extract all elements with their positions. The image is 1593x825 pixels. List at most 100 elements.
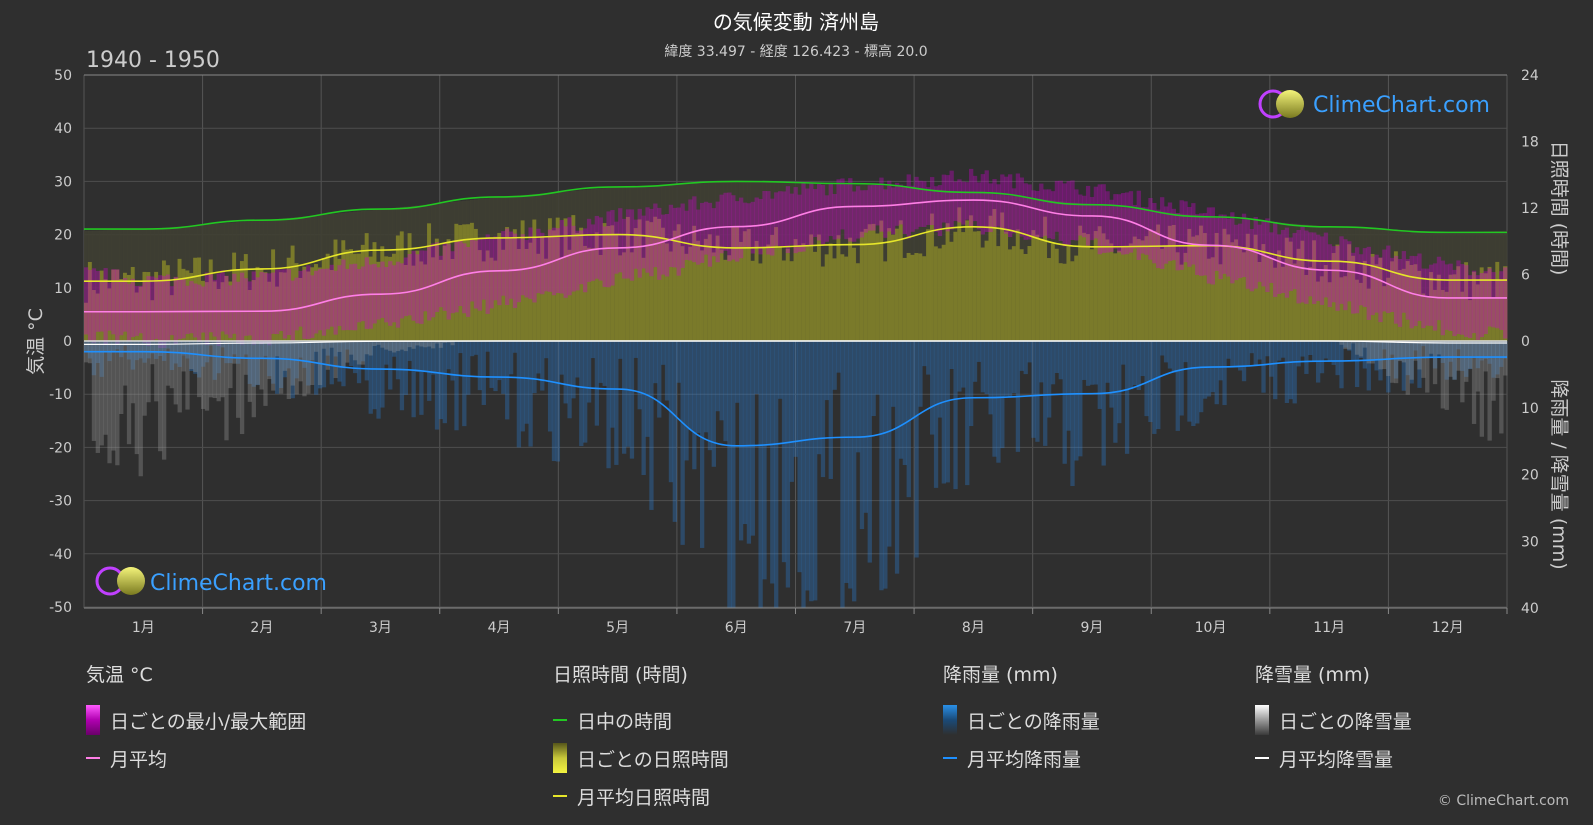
- sunshine-daily-bar: [540, 237, 545, 341]
- sunshine-daily-bar: [844, 256, 849, 341]
- rain-daily-bar: [1050, 341, 1056, 385]
- sunshine-daily-bar: [555, 217, 561, 341]
- temp-range-daily-bar: [481, 237, 486, 300]
- sunshine-daily-bar: [1039, 238, 1044, 341]
- temp-range-daily-bar: [150, 276, 155, 342]
- rain-daily-bar: [715, 341, 720, 412]
- sunshine-daily-bar: [707, 234, 713, 341]
- rain-daily-bar: [594, 341, 600, 426]
- sunshine-daily-bar: [610, 225, 615, 341]
- snow-daily-bar: [310, 341, 315, 385]
- temp-range-daily-bar: [637, 208, 642, 278]
- rain-daily-bar: [758, 341, 763, 608]
- temp-range-daily-bar: [583, 228, 588, 293]
- sunshine-daily-bar: [1284, 237, 1290, 341]
- temp-range-daily-bar: [918, 180, 923, 227]
- sunshine-daily-bar: [1261, 244, 1266, 341]
- logo-sun-icon: [1276, 90, 1304, 118]
- temp-range-daily-bar: [528, 227, 533, 299]
- rain-daily-bar: [122, 341, 128, 346]
- rain-daily-bar: [1202, 341, 1208, 399]
- sunshine-daily-bar: [427, 223, 432, 341]
- sunshine-daily-bar: [664, 243, 670, 341]
- rain-daily-bar: [789, 341, 794, 482]
- temp-range-daily-bar: [173, 276, 178, 344]
- sunshine-daily-bar: [1050, 243, 1056, 341]
- temp-range-daily-bar: [314, 270, 319, 334]
- temp-range-daily-bar: [622, 218, 627, 279]
- sunshine-daily-bar: [438, 259, 444, 341]
- right-top-tick-label: 12: [1521, 201, 1539, 217]
- temp-range-daily-bar: [407, 254, 412, 316]
- rain-daily-bar: [703, 341, 709, 433]
- left-tick-label: 0: [63, 334, 72, 350]
- temp-range-daily-bar: [1015, 173, 1021, 231]
- month-tick-label: 5月: [606, 620, 629, 636]
- sunshine-daily-bar: [1132, 236, 1138, 341]
- temp-range-daily-bar: [1315, 234, 1321, 301]
- legend-temperature: 気温 °C 日ごとの最小/最大範囲 月平均: [86, 660, 306, 777]
- snow-daily-bar: [391, 341, 397, 353]
- temp-range-daily-bar: [926, 187, 931, 225]
- rain-daily-bar: [840, 341, 845, 608]
- rain-daily-bar: [1097, 341, 1102, 409]
- snow-daily-bar: [1366, 341, 1371, 364]
- snow-daily-bar: [1468, 341, 1473, 369]
- rain-daily-bar: [1366, 341, 1371, 391]
- temp-range-daily-bar: [1308, 232, 1313, 297]
- rain-daily-bar: [150, 341, 155, 354]
- sunshine-daily-bar: [434, 238, 440, 341]
- rain-daily-bar: [1276, 341, 1282, 361]
- sunshine-daily-bar: [1370, 253, 1375, 341]
- rain-daily-bar: [988, 341, 993, 415]
- sunshine-daily-bar: [528, 242, 533, 341]
- sunshine-daily-bar: [1503, 266, 1508, 341]
- rain-daily-bar: [976, 341, 982, 362]
- rain-daily-bar: [777, 341, 783, 399]
- snow-daily-bar: [216, 341, 221, 402]
- temp-range-daily-bar: [1214, 217, 1219, 271]
- temp-range-daily-bar: [177, 278, 182, 340]
- sunshine-daily-bar: [1351, 255, 1356, 341]
- temp-range-daily-bar: [298, 271, 303, 327]
- sunshine-daily-bar: [364, 233, 369, 341]
- rain-daily-bar: [360, 341, 366, 362]
- temp-range-daily-bar: [1101, 184, 1106, 253]
- sunshine-daily-bar: [836, 235, 841, 341]
- sunshine-daily-bar: [1113, 253, 1118, 341]
- rain-daily-bar: [1121, 341, 1126, 365]
- temp-range-daily-bar: [130, 278, 136, 338]
- temp-range-daily-bar: [590, 224, 596, 281]
- rain-daily-bar: [364, 341, 369, 381]
- temp-range-daily-bar: [84, 267, 89, 335]
- rain-daily-bar: [1284, 341, 1290, 404]
- rain-daily-bar: [891, 341, 896, 407]
- temp-range-daily-bar: [99, 280, 104, 332]
- rain-daily-bar: [161, 341, 167, 361]
- rain-daily-bar: [801, 341, 806, 608]
- rain-daily-bar: [746, 341, 752, 544]
- sunshine-daily-bar: [930, 213, 935, 341]
- sunshine-daily-bar: [1276, 250, 1282, 341]
- rain-daily-bar: [1253, 341, 1258, 367]
- sunshine-daily-bar: [1241, 252, 1247, 341]
- sunshine-daily-bar: [1440, 289, 1446, 341]
- sunshine-daily-bar: [138, 286, 143, 341]
- temp-range-daily-bar: [286, 269, 292, 336]
- sunshine-daily-bar: [103, 279, 108, 341]
- rain-daily-bar: [1019, 341, 1024, 371]
- rain-daily-bar: [1082, 341, 1087, 380]
- rain-avg-line: [84, 350, 1507, 447]
- rain-daily-bar: [540, 341, 545, 391]
- sunshine-daily-bar: [633, 228, 639, 341]
- snow-daily-bar: [271, 341, 276, 391]
- snow-daily-bar: [399, 341, 405, 350]
- temp-range-daily-bar: [204, 272, 210, 345]
- snow-daily-bar: [154, 341, 159, 402]
- temp-range-daily-bar: [1031, 190, 1036, 237]
- snow-daily-bar: [1464, 341, 1469, 382]
- sunshine-daily-bar: [134, 292, 139, 341]
- sunshine-daily-bar: [1093, 231, 1099, 341]
- sunshine-daily-bar: [965, 220, 970, 341]
- sunshine-daily-bar: [594, 232, 600, 341]
